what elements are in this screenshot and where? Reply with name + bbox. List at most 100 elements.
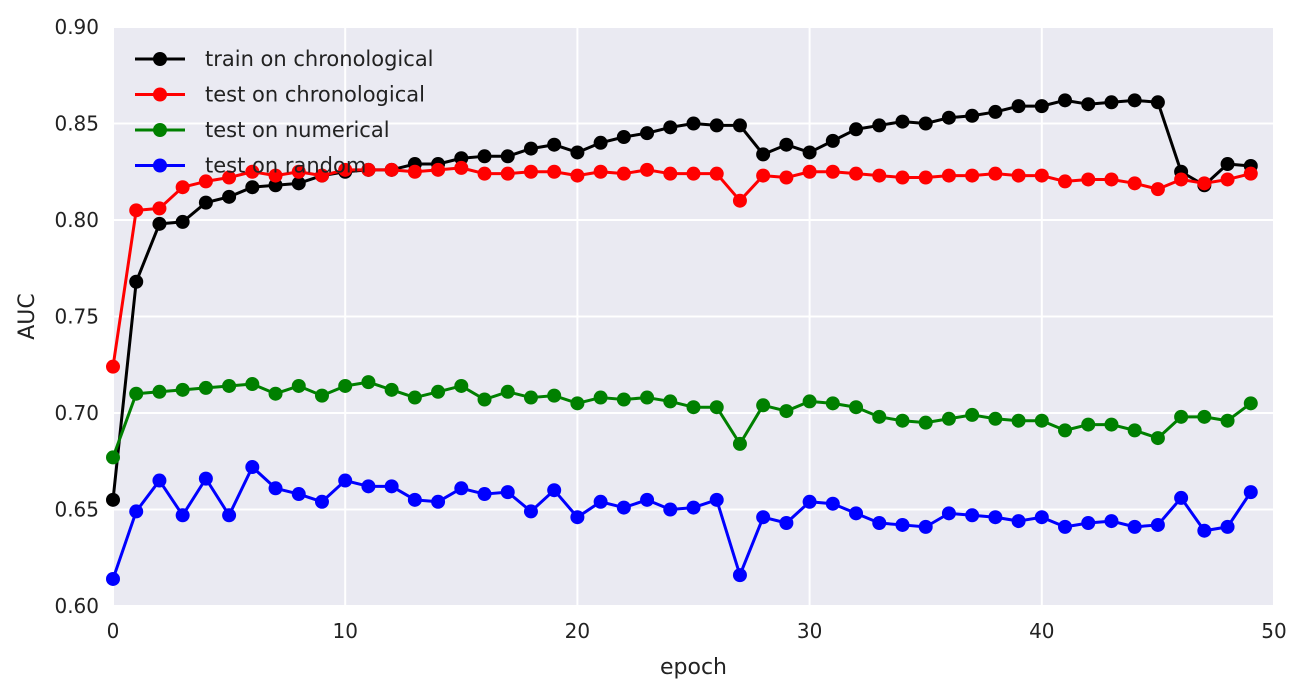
x-tick-label: 50 xyxy=(1261,619,1286,643)
data-point xyxy=(872,409,887,424)
data-point xyxy=(918,116,933,131)
data-point xyxy=(941,168,956,183)
data-point xyxy=(849,506,864,521)
data-point xyxy=(570,168,585,183)
data-point xyxy=(1127,93,1142,108)
data-point xyxy=(500,149,515,164)
data-point xyxy=(384,162,399,177)
legend-label: test on random xyxy=(205,154,366,178)
data-point xyxy=(338,378,353,393)
data-point xyxy=(570,510,585,525)
data-point xyxy=(500,166,515,181)
data-point xyxy=(849,122,864,137)
data-point xyxy=(314,494,329,509)
x-tick-label: 10 xyxy=(332,619,357,643)
legend-marker xyxy=(153,52,167,66)
data-point xyxy=(779,137,794,152)
data-point xyxy=(965,407,980,422)
data-point xyxy=(1220,172,1235,187)
data-point xyxy=(1220,157,1235,172)
data-point xyxy=(1011,514,1026,529)
data-point xyxy=(477,149,492,164)
data-point xyxy=(988,104,1003,119)
data-point xyxy=(663,394,678,409)
data-point xyxy=(570,145,585,160)
legend-item: test on random xyxy=(135,154,366,178)
data-point xyxy=(802,164,817,179)
data-point xyxy=(686,116,701,131)
data-point xyxy=(593,390,608,405)
data-point xyxy=(663,502,678,517)
data-point xyxy=(756,147,771,162)
data-point xyxy=(849,400,864,415)
data-point xyxy=(965,168,980,183)
data-point xyxy=(523,141,538,156)
data-point xyxy=(1243,396,1258,411)
y-tick-label: 0.65 xyxy=(54,498,99,522)
data-point xyxy=(106,492,120,507)
data-point xyxy=(616,166,631,181)
y-axis-label: AUC xyxy=(15,293,40,340)
data-point xyxy=(709,492,724,507)
data-point xyxy=(1058,519,1073,534)
data-point xyxy=(895,170,910,185)
data-point xyxy=(872,168,887,183)
data-point xyxy=(384,479,399,494)
data-point xyxy=(663,120,678,135)
data-point xyxy=(222,508,237,523)
legend-marker xyxy=(153,87,167,102)
data-point xyxy=(222,189,237,204)
data-point xyxy=(175,508,190,523)
data-point xyxy=(732,568,747,583)
data-point xyxy=(825,164,840,179)
legend-label: test on chronological xyxy=(205,83,425,107)
data-point xyxy=(361,479,376,494)
x-tick-label: 20 xyxy=(565,619,590,643)
data-point xyxy=(523,504,538,519)
data-point xyxy=(1150,95,1165,110)
data-point xyxy=(640,390,655,405)
data-point xyxy=(1081,516,1096,531)
data-point xyxy=(802,494,817,509)
series-test-on-random xyxy=(106,460,1258,586)
data-point xyxy=(1011,99,1026,114)
data-point xyxy=(570,396,585,411)
data-point xyxy=(198,174,213,189)
legend-marker xyxy=(153,158,167,173)
data-point xyxy=(640,126,655,141)
grid xyxy=(112,26,1275,607)
data-point xyxy=(1174,490,1189,505)
data-point xyxy=(268,168,283,183)
data-point xyxy=(314,388,329,403)
legend-label: train on chronological xyxy=(205,47,434,71)
data-point xyxy=(616,500,631,515)
data-point xyxy=(802,145,817,160)
data-point xyxy=(245,460,260,475)
data-point xyxy=(291,378,306,393)
data-point xyxy=(1150,431,1165,446)
data-point xyxy=(1220,519,1235,534)
data-point xyxy=(988,510,1003,525)
data-point xyxy=(965,508,980,523)
data-point xyxy=(547,137,562,152)
data-point xyxy=(500,384,515,399)
data-point xyxy=(756,510,771,525)
data-point xyxy=(1058,93,1073,108)
data-point xyxy=(1104,172,1119,187)
data-point xyxy=(1150,517,1165,532)
data-point xyxy=(1034,510,1049,525)
x-tick-label: 40 xyxy=(1029,619,1054,643)
data-point xyxy=(152,201,167,216)
data-point xyxy=(198,195,213,210)
data-point xyxy=(802,394,817,409)
data-point xyxy=(1243,166,1258,181)
data-point xyxy=(361,162,376,177)
data-point xyxy=(547,483,562,498)
data-point xyxy=(268,481,283,496)
series-test-on-chronological xyxy=(106,160,1258,374)
x-axis-label: epoch xyxy=(660,655,727,680)
data-point xyxy=(1104,417,1119,432)
data-point xyxy=(895,114,910,129)
data-point xyxy=(709,166,724,181)
